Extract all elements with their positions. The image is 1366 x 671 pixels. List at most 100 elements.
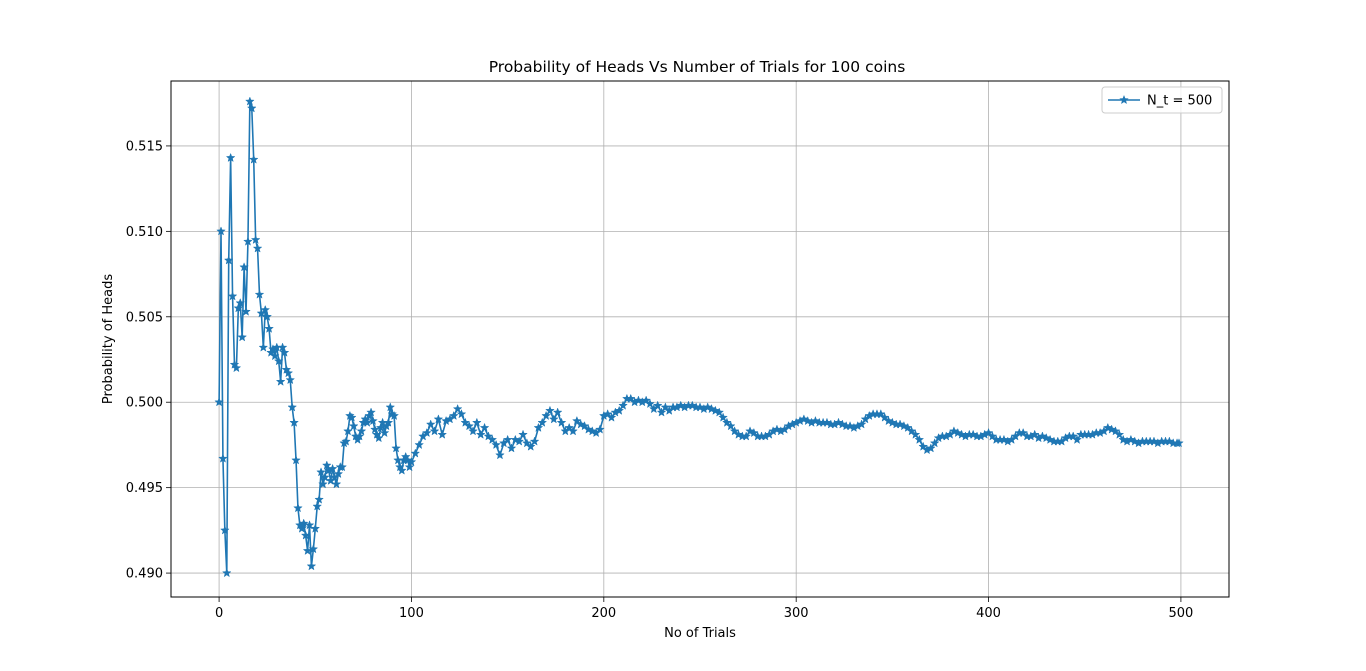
legend-box — [1101, 86, 1223, 114]
x-axis: 0 100 200 300 400 500 — [215, 597, 1193, 621]
grid — [171, 81, 1229, 597]
data-point-star — [231, 362, 242, 373]
data-point-star — [254, 289, 265, 299]
data-point-star — [396, 465, 407, 475]
data-point-star — [545, 405, 555, 415]
y-tick-label: 0.495 — [126, 481, 163, 496]
data-point-star — [725, 421, 736, 431]
data-point-star — [273, 356, 284, 366]
plot-area-background — [171, 81, 1229, 597]
data-point-star — [270, 350, 280, 361]
data-point-star — [298, 518, 309, 528]
data-point-star — [925, 443, 936, 453]
data-point-star — [252, 243, 263, 253]
data-point-star — [308, 544, 319, 554]
data-point-star — [296, 523, 307, 533]
data-point-star — [235, 298, 246, 308]
data-point-star — [614, 405, 625, 415]
data-point-star — [368, 415, 378, 426]
data-point-star — [606, 412, 617, 422]
data-point-star — [910, 429, 921, 439]
y-tick-label: 0.505 — [126, 310, 163, 325]
data-point-star — [283, 368, 294, 378]
data-point-star — [246, 103, 257, 113]
data-point-star — [250, 234, 261, 245]
data-point-star — [456, 409, 467, 419]
data-point-star — [448, 410, 459, 421]
data-point-star — [1072, 434, 1082, 444]
y-tick-label: 0.510 — [126, 225, 163, 240]
data-point-star — [525, 441, 536, 451]
data-point-star — [214, 397, 224, 407]
data-point-star — [479, 422, 490, 432]
data-point-star — [260, 304, 271, 315]
data-point-star — [533, 422, 544, 432]
data-point-star — [375, 422, 386, 432]
data-point-star — [331, 479, 342, 489]
data-point-star — [487, 434, 498, 444]
data-point-star — [310, 523, 321, 533]
data-point-star — [856, 419, 867, 429]
data-point-star — [383, 417, 394, 427]
data-point-star — [1114, 429, 1125, 439]
data-point-star — [218, 453, 228, 463]
data-point-star — [316, 467, 326, 477]
data-point-star — [452, 403, 463, 414]
data-point-star — [354, 431, 365, 441]
data-point-star — [914, 434, 925, 444]
data-point-star — [285, 374, 296, 385]
series-layer — [214, 96, 1184, 578]
data-point-star — [379, 427, 390, 438]
data-point-star — [556, 417, 567, 427]
data-point-star — [227, 291, 238, 301]
data-point-star — [495, 450, 505, 460]
data-point-star — [437, 429, 448, 439]
data-point-star — [262, 311, 273, 321]
data-point-star — [216, 226, 226, 236]
x-tick-label: 300 — [784, 606, 809, 621]
data-point-star — [471, 417, 482, 427]
data-point-star — [314, 494, 324, 504]
data-point-star — [741, 431, 752, 441]
data-point-star — [929, 438, 940, 448]
data-point-star — [421, 427, 432, 438]
data-point-star — [645, 398, 655, 409]
data-point-star — [366, 407, 376, 417]
legend-label: N_t = 500 — [1147, 94, 1212, 109]
data-point-star — [475, 429, 486, 439]
x-tick-label: 500 — [1168, 606, 1193, 621]
data-point-star — [241, 306, 251, 316]
data-point-star — [321, 460, 332, 470]
legend: N_t = 500 — [1101, 86, 1223, 114]
y-axis-title: Probability of Heads — [101, 274, 116, 405]
x-tick-label: 0 — [215, 606, 223, 621]
chart-title: Probability of Heads Vs Number of Trials… — [489, 58, 906, 76]
data-point-star — [348, 421, 359, 431]
data-point-star — [293, 503, 303, 513]
data-point-star — [537, 417, 548, 427]
data-point-star — [385, 402, 396, 412]
data-point-star — [341, 436, 351, 446]
data-point-star — [541, 410, 551, 421]
data-point-star — [362, 417, 373, 427]
data-point-star — [529, 436, 540, 446]
data-point-star — [552, 407, 563, 417]
data-point-star — [306, 561, 317, 571]
data-point-star — [714, 407, 725, 417]
data-point-star — [618, 400, 628, 410]
data-point-star — [327, 463, 338, 473]
y-axis: 0.490 0.495 0.500 0.505 0.510 0.515 — [126, 139, 171, 582]
data-point-star — [275, 376, 286, 386]
data-point-star — [346, 412, 357, 422]
data-point-star — [391, 443, 401, 453]
data-point-star — [468, 426, 478, 436]
y-tick-label: 0.515 — [126, 139, 163, 154]
data-point-star — [333, 468, 344, 479]
data-point-star — [514, 436, 525, 446]
data-point-star — [410, 448, 421, 458]
data-point-star — [291, 455, 301, 465]
data-point-star — [258, 342, 269, 352]
data-point-star — [302, 545, 313, 556]
data-point-star — [548, 414, 559, 424]
